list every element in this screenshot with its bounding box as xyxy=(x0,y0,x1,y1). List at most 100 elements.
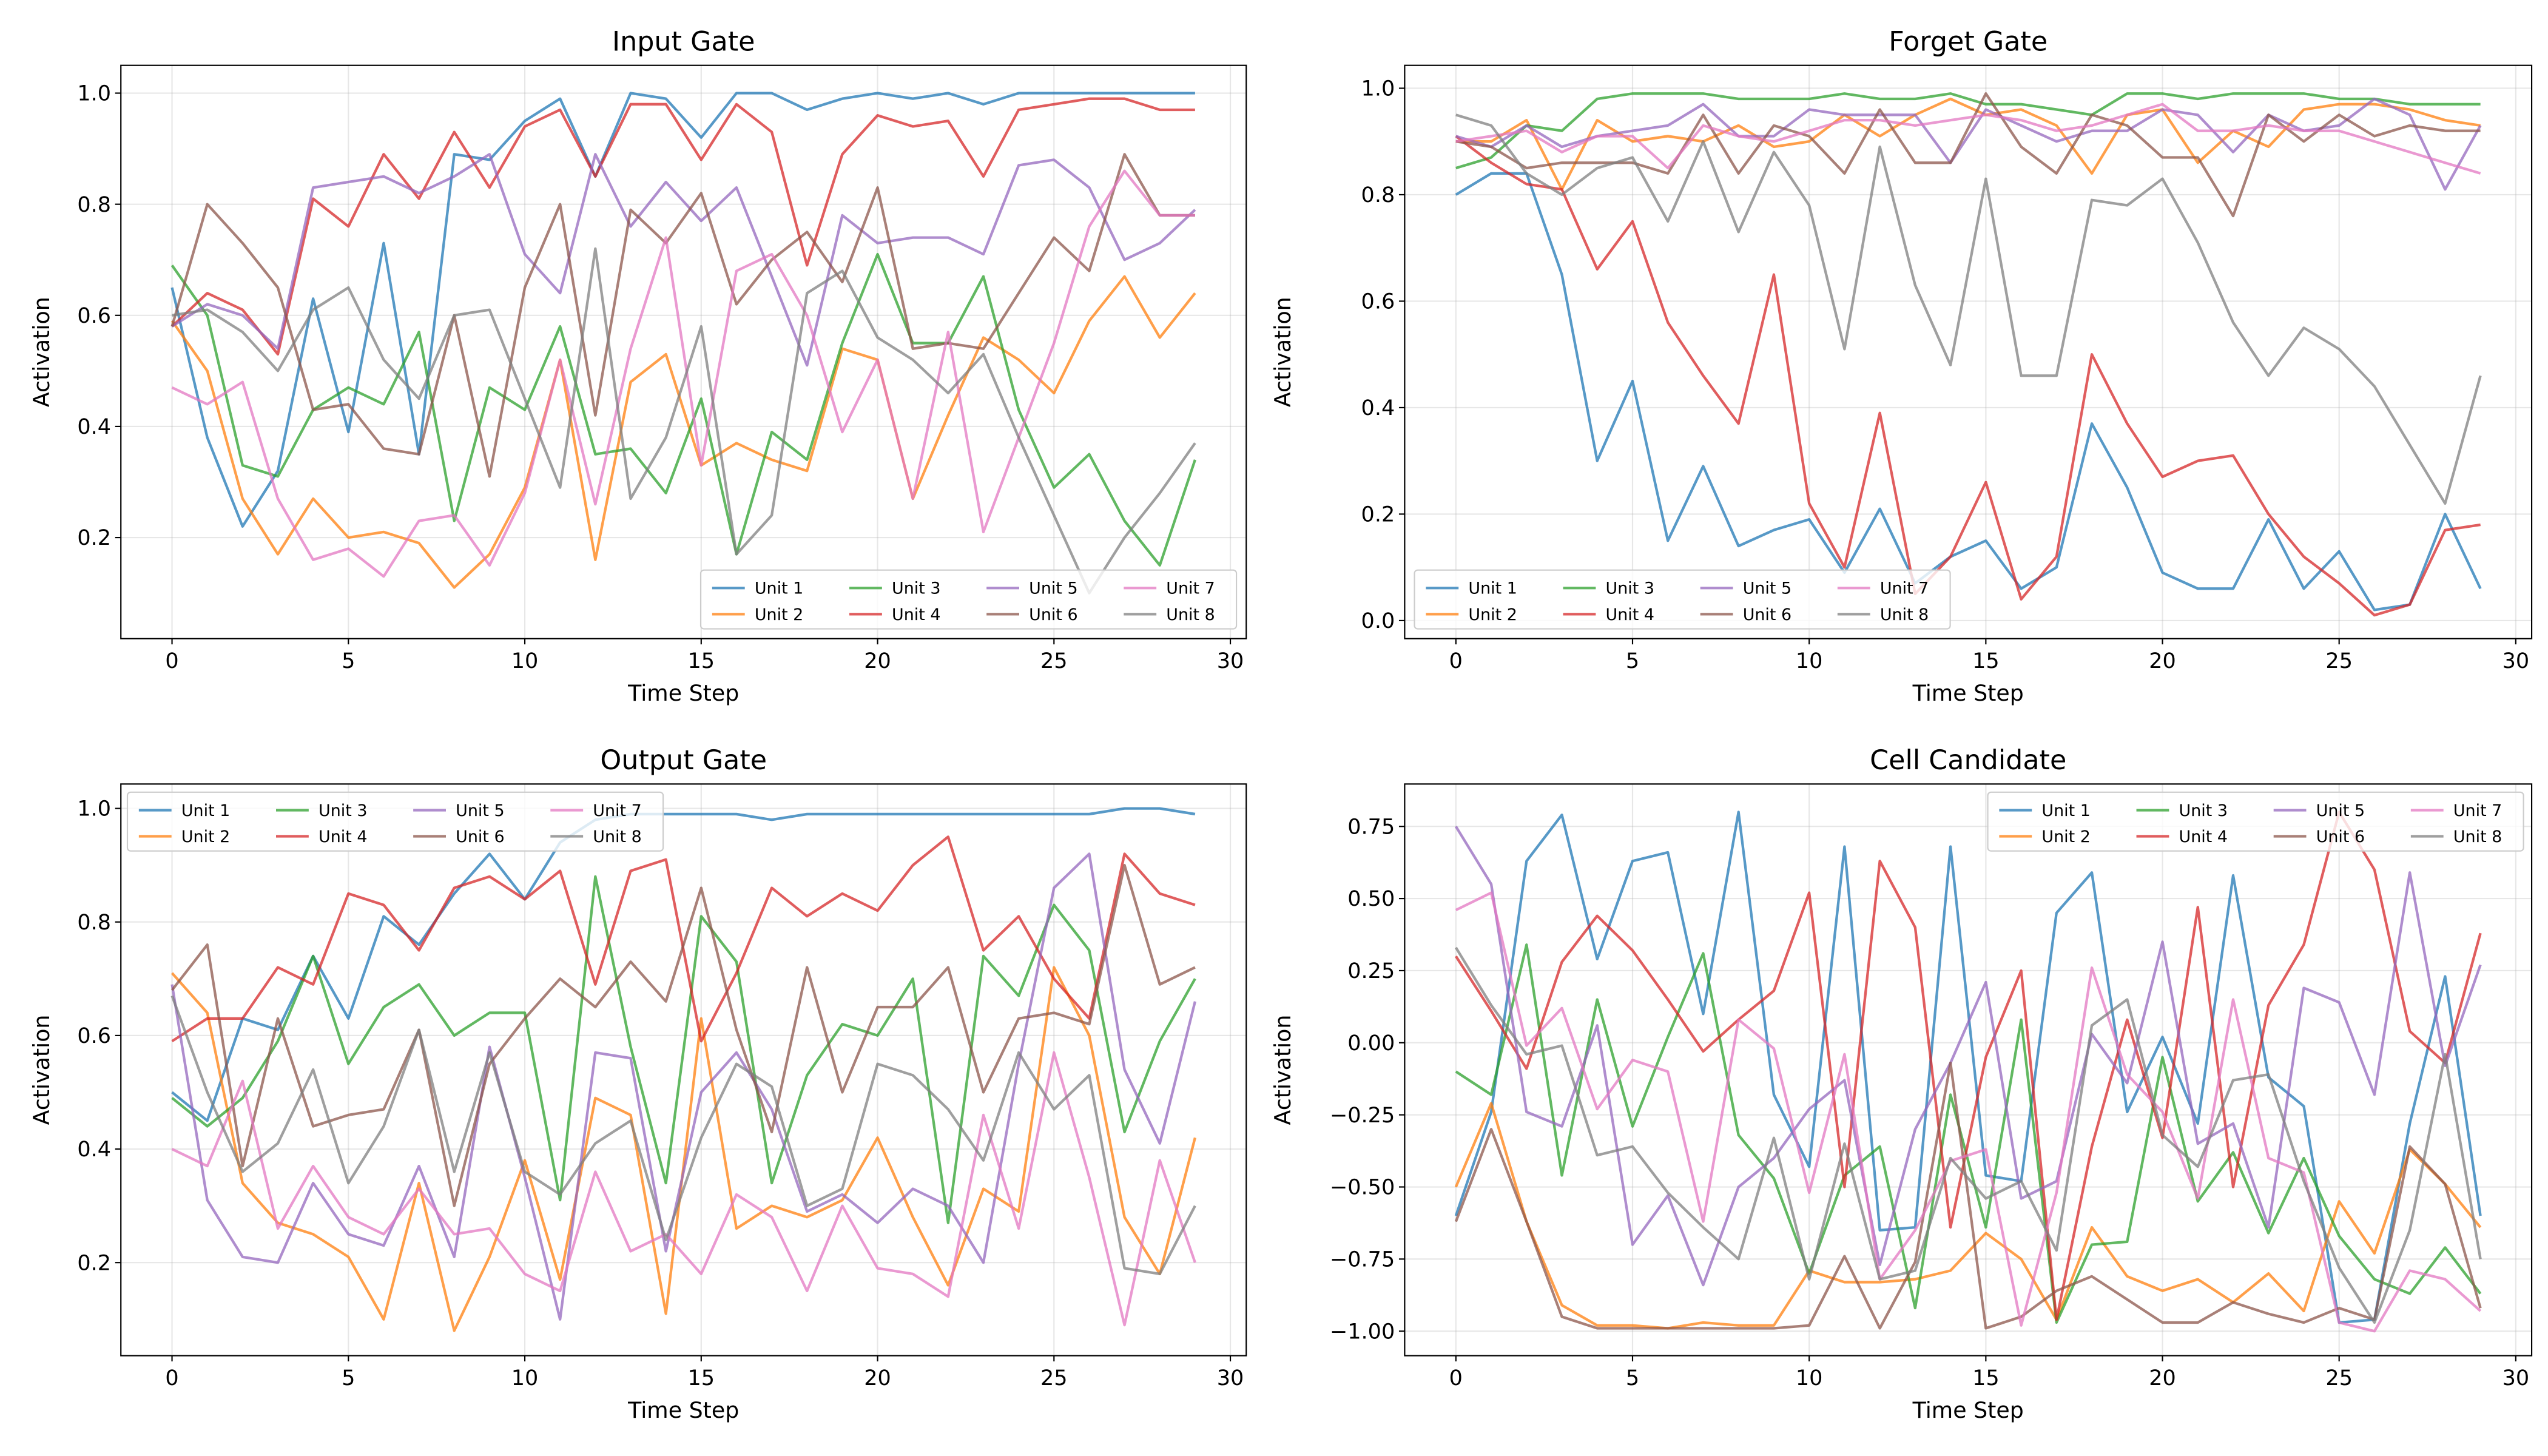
y-tick-label: 0.75 xyxy=(1347,815,1395,839)
legend-label: Unit 1 xyxy=(1468,579,1517,598)
legend-label: Unit 6 xyxy=(1743,605,1791,624)
series-line-unit-8 xyxy=(1454,946,2482,1324)
legend-item-unit-4: Unit 4 xyxy=(1563,605,1654,624)
legend-label: Unit 4 xyxy=(318,827,367,846)
x-tick-label: 0 xyxy=(1449,649,1463,673)
x-tick-label: 0 xyxy=(1449,1366,1463,1390)
axes-frame xyxy=(1404,783,2533,1357)
x-axis-label: Time Step xyxy=(627,1397,739,1423)
legend-label: Unit 8 xyxy=(1880,605,1929,624)
x-tick-label: 5 xyxy=(1626,1366,1639,1390)
x-axis-label: Time Step xyxy=(627,680,739,706)
y-tick-label: 0.8 xyxy=(77,193,111,217)
series-line-unit-7 xyxy=(1455,891,2482,1333)
legend-item-unit-4: Unit 4 xyxy=(849,605,940,624)
y-axis-label: Activation xyxy=(1270,297,1296,407)
legend-label: Unit 4 xyxy=(1606,605,1654,624)
legend-item-unit-5: Unit 5 xyxy=(413,801,505,820)
y-tick-label: 0.8 xyxy=(77,911,111,935)
subplot-cell-candidate: 0 5 10 15 20 25 30 −1.00 −0.75 −0.50 −0.25 0.00 0.25… xyxy=(1270,745,2533,1423)
y-tick-label: 0.4 xyxy=(1361,396,1395,420)
legend-label: Unit 7 xyxy=(2453,801,2502,820)
subplot-title: Cell Candidate xyxy=(1870,745,2066,776)
series-line-unit-6 xyxy=(170,864,1196,1207)
y-tick-label: 0.0 xyxy=(1361,609,1395,633)
series-line-unit-4 xyxy=(171,835,1196,1043)
subplot-output-gate: 0 5 10 15 20 25 30 0.2 0.4 0.6 0.8 1.0 Output Gate Ti… xyxy=(29,745,1247,1423)
legend: Unit 1 Unit 2 Unit 3 Unit 4 Unit 5 Unit 6 Unit… xyxy=(126,791,664,852)
y-tick-label: 0.00 xyxy=(1347,1031,1395,1056)
y-tick-label: 0.8 xyxy=(1361,183,1395,207)
legend-item-unit-1: Unit 1 xyxy=(712,579,803,598)
legend-item-unit-5: Unit 5 xyxy=(986,579,1078,598)
legend-item-unit-6: Unit 6 xyxy=(413,827,505,846)
axes-frame xyxy=(120,783,1247,1357)
y-tick-label: 0.2 xyxy=(77,1251,111,1275)
legend: Unit 1 Unit 2 Unit 3 Unit 4 Unit 5 Unit 6 Unit… xyxy=(699,569,1238,630)
legend-item-unit-2: Unit 2 xyxy=(138,827,230,846)
legend-item-unit-3: Unit 3 xyxy=(1563,579,1654,598)
legend-label: Unit 3 xyxy=(892,579,940,598)
legend-item-unit-8: Unit 8 xyxy=(2410,827,2502,846)
x-tick-label: 0 xyxy=(165,649,178,673)
x-tick-label: 10 xyxy=(511,1366,539,1390)
legend-item-unit-4: Unit 4 xyxy=(2136,827,2228,846)
series-line-unit-3 xyxy=(1455,92,2481,170)
x-tick-label: 10 xyxy=(1796,649,1823,673)
x-tick-label: 25 xyxy=(2325,1366,2353,1390)
y-axis-label: Activation xyxy=(29,1015,55,1125)
x-tick-label: 25 xyxy=(2325,649,2353,673)
axes-frame xyxy=(1404,64,2533,639)
series-line-unit-5 xyxy=(171,153,1196,367)
subplot-forget-gate: 0 5 10 15 20 25 30 0.0 0.2 0.4 0.6 0.8 1.0 Forget Gat… xyxy=(1270,26,2533,706)
x-tick-label: 30 xyxy=(1217,649,1244,673)
legend-label: Unit 5 xyxy=(1029,579,1077,598)
series-line-unit-5 xyxy=(1455,97,2482,191)
y-tick-label: 1.0 xyxy=(77,797,111,821)
legend: Unit 1 Unit 2 Unit 3 Unit 4 Unit 5 Unit 6 Unit… xyxy=(1987,791,2524,852)
y-axis-label: Activation xyxy=(29,297,55,407)
legend-item-unit-8: Unit 8 xyxy=(1124,605,1215,624)
legend: Unit 1 Unit 2 Unit 3 Unit 4 Unit 5 Unit 6 Unit… xyxy=(1414,569,1951,630)
legend-label: Unit 8 xyxy=(1166,605,1215,624)
x-tick-label: 5 xyxy=(1626,649,1639,673)
legend-item-unit-8: Unit 8 xyxy=(550,827,642,846)
legend-item-unit-1: Unit 1 xyxy=(138,801,230,820)
series-line-unit-3 xyxy=(171,875,1196,1224)
legend-item-unit-7: Unit 7 xyxy=(2410,801,2502,820)
x-tick-label: 30 xyxy=(2502,649,2530,673)
y-tick-label: 1.0 xyxy=(77,82,111,106)
series-line-unit-7 xyxy=(171,1051,1196,1327)
legend-item-unit-1: Unit 1 xyxy=(1999,801,2091,820)
legend-label: Unit 8 xyxy=(2453,827,2502,846)
legend-label: Unit 3 xyxy=(2179,801,2228,820)
y-tick-label: 0.6 xyxy=(77,304,111,328)
legend-item-unit-7: Unit 7 xyxy=(1124,579,1215,598)
series-line-unit-1 xyxy=(170,92,1195,528)
y-tick-label: 0.2 xyxy=(77,526,111,550)
x-tick-label: 25 xyxy=(1040,649,1068,673)
series-line-unit-8 xyxy=(1455,113,2482,505)
y-tick-label: 0.6 xyxy=(1361,290,1395,314)
legend-label: Unit 2 xyxy=(2041,827,2090,846)
x-axis-label: Time Step xyxy=(1912,680,2024,706)
legend-box xyxy=(699,569,1238,630)
legend-label: Unit 3 xyxy=(1606,579,1654,598)
legend-item-unit-1: Unit 1 xyxy=(1426,579,1517,598)
legend-label: Unit 3 xyxy=(318,801,367,820)
x-tick-label: 30 xyxy=(1217,1366,1244,1390)
legend-label: Unit 4 xyxy=(2179,827,2228,846)
x-tick-label: 30 xyxy=(2502,1366,2530,1390)
x-tick-label: 20 xyxy=(2149,649,2176,673)
legend-label: Unit 5 xyxy=(2316,801,2365,820)
series-line-unit-2 xyxy=(170,275,1196,589)
legend-label: Unit 7 xyxy=(593,801,641,820)
legend-item-unit-3: Unit 3 xyxy=(2136,801,2228,820)
legend-item-unit-2: Unit 2 xyxy=(1426,605,1517,624)
plot-lines xyxy=(170,807,1196,1332)
legend-label: Unit 6 xyxy=(456,827,504,846)
y-tick-label: 0.4 xyxy=(77,415,111,439)
series-line-unit-7 xyxy=(171,169,1195,578)
series-line-unit-6 xyxy=(1454,1061,2482,1330)
x-tick-label: 20 xyxy=(864,1366,891,1390)
